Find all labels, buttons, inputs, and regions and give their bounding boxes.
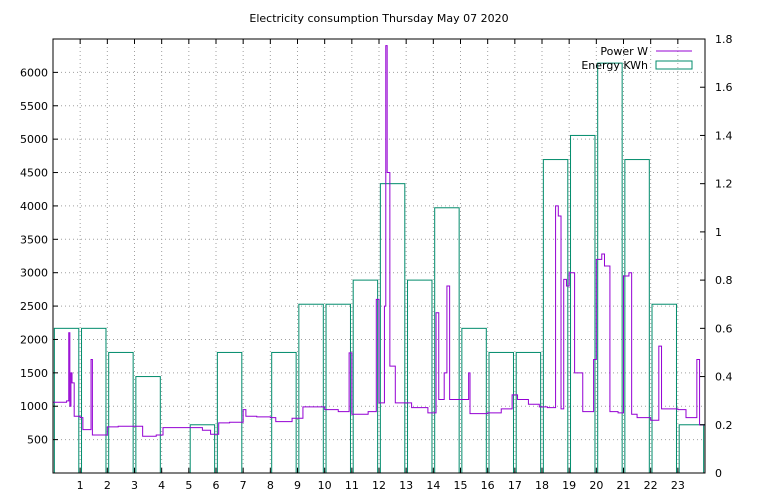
y-right-tick-label: 1.2: [715, 178, 733, 191]
x-tick-label: 8: [267, 479, 274, 492]
x-tick-label: 5: [185, 479, 192, 492]
x-tick-label: 19: [562, 479, 576, 492]
energy-bar: [651, 303, 677, 474]
y-left-tick-label: 2000: [20, 333, 48, 346]
y-right-tick-label: 0: [715, 467, 722, 480]
x-tick-label: 1: [77, 479, 84, 492]
y-left-tick-label: 4500: [20, 167, 48, 180]
energy-bar: [135, 376, 161, 474]
x-tick-label: 11: [345, 479, 359, 492]
x-tick-label: 14: [426, 479, 440, 492]
x-tick-label: 10: [318, 479, 332, 492]
y-left-tick-label: 2500: [20, 300, 48, 313]
y-left-tick-label: 500: [27, 434, 48, 447]
y-right-tick-label: 1.8: [715, 33, 733, 46]
x-tick-label: 6: [213, 479, 220, 492]
power-line: [53, 45, 705, 437]
energy-bar: [678, 424, 705, 474]
y-right-tick-label: 0.2: [715, 419, 733, 432]
energy-bar: [352, 279, 379, 474]
y-left-tick-label: 1000: [20, 400, 48, 413]
legend-energy-label: Energy KWh: [581, 59, 648, 72]
y-right-tick-label: 1.4: [715, 129, 733, 142]
x-tick-label: 21: [617, 479, 631, 492]
y-right-tick-label: 1.6: [715, 81, 733, 94]
energy-bar: [325, 303, 351, 474]
y-right-tick-label: 0.6: [715, 322, 733, 335]
power-line-layer: [53, 45, 705, 437]
y-left-tick-label: 3500: [20, 233, 48, 246]
x-tick-label: 15: [454, 479, 468, 492]
x-tick-label: 7: [240, 479, 247, 492]
x-tick-label: 20: [589, 479, 603, 492]
axis-ticks: 1 2 3 4 5 6 7 8 9 10 11 12 13 14 15 16 17 18 19 20 21 22 23500…: [20, 33, 733, 492]
x-tick-label: 3: [131, 479, 138, 492]
x-tick-label: 12: [372, 479, 386, 492]
x-tick-label: 17: [508, 479, 522, 492]
x-tick-label: 9: [294, 479, 301, 492]
x-tick-label: 13: [399, 479, 413, 492]
y-left-tick-label: 1500: [20, 367, 48, 380]
legend-power-label: Power W: [600, 45, 648, 58]
energy-bar: [271, 351, 297, 474]
y-right-tick-label: 0.8: [715, 274, 733, 287]
legend-energy-swatch: [655, 60, 693, 70]
y-left-tick-label: 5000: [20, 133, 48, 146]
x-tick-label: 2: [104, 479, 111, 492]
x-tick-label: 23: [671, 479, 685, 492]
x-tick-label: 4: [158, 479, 165, 492]
x-tick-label: 22: [644, 479, 658, 492]
energy-bar: [461, 327, 487, 474]
y-left-tick-label: 5500: [20, 100, 48, 113]
grid: [53, 39, 705, 473]
x-tick-label: 16: [481, 479, 495, 492]
chart-title: Electricity consumption Thursday May 07 …: [249, 12, 508, 25]
y-right-tick-label: 0.4: [715, 371, 733, 384]
energy-bar: [298, 303, 324, 474]
energy-bar: [407, 279, 433, 474]
y-left-tick-label: 4000: [20, 200, 48, 213]
x-tick-label: 18: [535, 479, 549, 492]
y-right-tick-label: 1: [715, 226, 722, 239]
energy-bar: [515, 351, 542, 474]
energy-bar: [81, 327, 107, 474]
energy-bar: [624, 159, 650, 474]
energy-bar: [108, 351, 134, 474]
legend: Power W Energy KWh: [581, 45, 693, 72]
y-left-tick-label: 3000: [20, 267, 48, 280]
y-left-tick-label: 6000: [20, 66, 48, 79]
energy-bar: [216, 351, 243, 474]
